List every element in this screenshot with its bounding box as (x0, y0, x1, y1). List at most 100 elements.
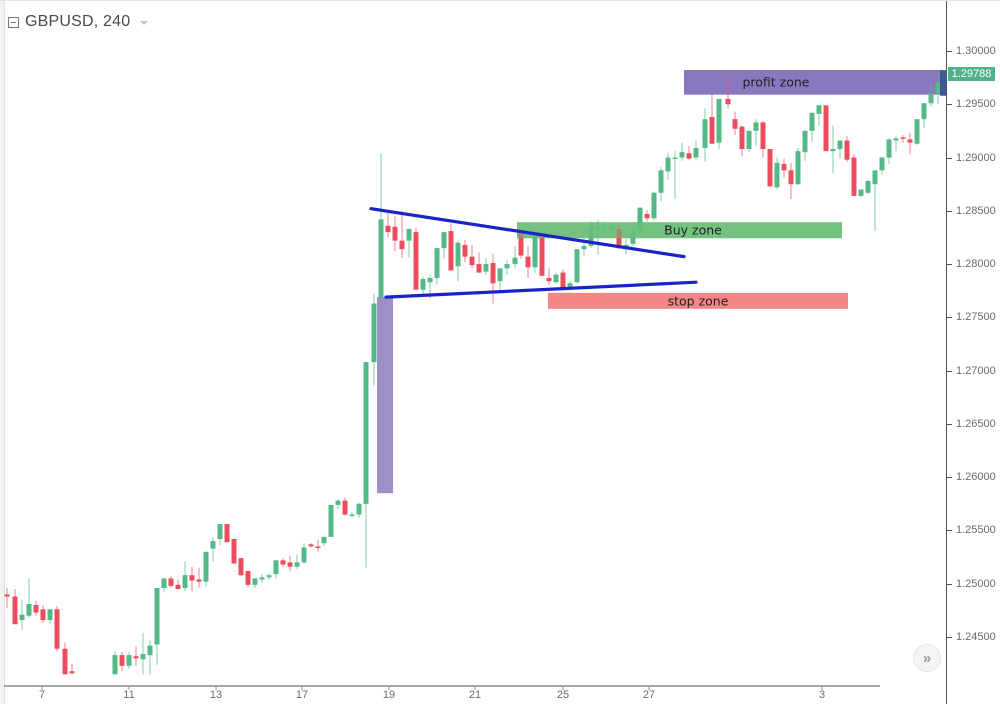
candle (830, 125, 836, 174)
candle (133, 646, 139, 666)
time-label: 27 (642, 689, 656, 701)
candle (476, 252, 482, 273)
candle (203, 551, 209, 587)
candle (154, 588, 160, 665)
candle (525, 245, 531, 278)
candle (363, 362, 369, 568)
price-label: 1.30000 (956, 45, 996, 57)
last-price-badge: 1.29788 (948, 66, 995, 81)
candle (140, 632, 146, 675)
left-panel-edge[interactable] (0, 1, 5, 704)
price-label: 1.25500 (956, 524, 996, 537)
candle (490, 253, 496, 304)
candle (210, 536, 216, 562)
candle (851, 154, 857, 196)
candle (935, 73, 941, 105)
price-tick (947, 370, 952, 372)
price-axis[interactable]: 1.30000 1.29500 1.29000 1.28500 1.28000 1.275… (946, 1, 1000, 704)
candle (54, 606, 60, 651)
candle (455, 240, 461, 282)
candle (196, 567, 202, 589)
candle (702, 108, 708, 162)
stop-zone-label: stop zone (667, 293, 729, 309)
price-label: 1.28000 (956, 258, 996, 271)
candle (349, 511, 355, 518)
candle (182, 561, 188, 592)
candle (462, 239, 468, 262)
candle (434, 248, 440, 285)
candle (886, 138, 892, 164)
last-candle-highlight (940, 70, 946, 96)
candle (175, 579, 181, 590)
candle (119, 651, 125, 672)
candle (4, 588, 10, 609)
candle (420, 276, 426, 294)
candle (497, 268, 503, 292)
time-label: 19 (382, 689, 396, 701)
profit-zone[interactable] (684, 69, 944, 95)
price-label: 1.25000 (956, 577, 996, 590)
candle (512, 245, 518, 269)
candle (539, 233, 545, 276)
candle (644, 209, 650, 222)
price-tick (947, 210, 952, 212)
candle (217, 524, 223, 546)
candle (448, 223, 454, 271)
candle (532, 233, 538, 273)
buy-zone-label: Buy zone (664, 222, 722, 238)
price-tick (947, 423, 952, 425)
candle (858, 189, 864, 197)
candle (581, 236, 587, 257)
candle (546, 268, 552, 286)
time-label: 11 (123, 689, 135, 701)
candle (560, 269, 566, 288)
double-chevron-right-icon: » (922, 649, 932, 667)
candle (328, 504, 334, 537)
candle (844, 136, 850, 162)
candle (245, 570, 251, 587)
candle (816, 105, 822, 126)
candle (40, 605, 46, 624)
stop-zone[interactable] (548, 292, 848, 309)
candle (385, 212, 391, 238)
candle (672, 151, 678, 200)
price-label: 1.29000 (956, 151, 996, 164)
candle (872, 170, 878, 232)
candle (679, 142, 685, 161)
candle (371, 293, 377, 386)
candle (335, 499, 341, 510)
candle (406, 228, 412, 258)
candle (413, 227, 419, 290)
scroll-to-realtime-button[interactable]: » (913, 644, 941, 672)
candle (658, 167, 664, 202)
candle (716, 98, 722, 150)
candle (928, 84, 934, 107)
caret-down-icon[interactable] (140, 21, 149, 25)
candle (399, 210, 405, 258)
candle (315, 540, 321, 552)
symbol-header[interactable]: GBPUSD, 240 (8, 11, 149, 33)
candle (795, 147, 801, 186)
candle (746, 130, 752, 153)
impulse-move-bar[interactable] (377, 297, 393, 494)
candle (69, 663, 75, 675)
square-minus-icon[interactable] (8, 16, 19, 28)
price-tick (947, 157, 952, 159)
time-label: 25 (556, 689, 570, 701)
candle (802, 129, 808, 161)
lower-trendline[interactable] (384, 280, 698, 299)
price-label: 1.28500 (956, 204, 996, 217)
candle (665, 152, 671, 180)
time-label: 7 (38, 689, 46, 701)
upper-trendline[interactable] (369, 207, 686, 259)
price-tick (947, 51, 952, 52)
candle (301, 543, 307, 564)
candle (392, 216, 398, 252)
candle (693, 140, 699, 161)
candle (26, 578, 32, 618)
candle (126, 651, 132, 669)
candle (823, 105, 829, 152)
price-tick (947, 637, 952, 639)
